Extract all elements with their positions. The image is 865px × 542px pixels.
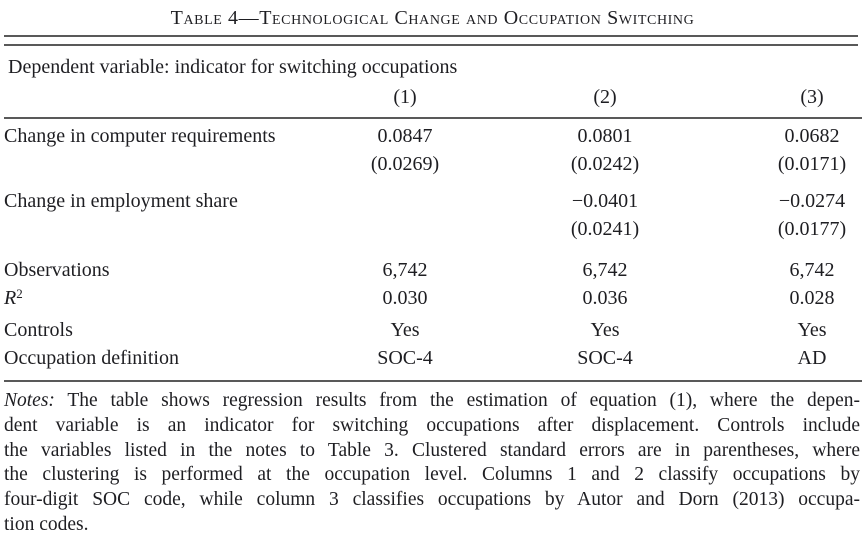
table-cell: AD [762, 341, 862, 382]
r-squared-symbol: R [4, 287, 17, 309]
column-header-blank [4, 85, 362, 119]
row-label: Controls [4, 319, 73, 341]
table-row-employment-share: Change in employment share −0.0401 −0.02… [4, 184, 862, 212]
table-row-computer-requirements: Change in computer requirements 0.0847 0… [4, 118, 862, 147]
table-title: Table 4—Technological Change and Occupat… [170, 7, 695, 29]
table-row-computer-requirements-se: (0.0269) (0.0242) (0.0171) [4, 147, 862, 184]
row-label: Change in computer requirements [4, 125, 276, 147]
table-cell: 0.028 [789, 287, 835, 309]
notes-line: Notes: The table shows regression result… [4, 389, 860, 414]
table-cell: SOC-4 [362, 341, 448, 382]
column-header-row: (1) (2) (3) [4, 85, 862, 119]
regression-table: (1) (2) (3) Change in computer requireme… [4, 85, 862, 382]
table-row-r-squared: R2 0.030 0.036 0.028 [4, 281, 862, 313]
table-cell: 0.0682 [784, 125, 840, 147]
table-cell: 0.0847 [377, 125, 433, 147]
notes-line: dent variable is an indicator for switch… [4, 414, 860, 436]
table-row-occupation-definition: Occupation definition SOC-4 SOC-4 AD [4, 341, 862, 382]
table-notes: Notes: The table shows regression result… [4, 389, 860, 538]
table-row-employment-share-se: (0.0241) (0.0177) [4, 212, 862, 253]
table-cell: (0.0177) [777, 218, 847, 240]
notes-text: The table shows regression results from … [54, 390, 860, 411]
row-label: Occupation definition [4, 341, 362, 382]
table-cell: 6,742 [382, 259, 428, 281]
table-row-controls: Controls Yes Yes Yes [4, 313, 862, 341]
column-header-2: (2) [448, 85, 762, 119]
notes-line: the variables listed in the notes to Tab… [4, 439, 860, 461]
table-cell: Yes [797, 319, 827, 341]
table-cell: (0.0269) [370, 153, 440, 175]
row-label: R2 [4, 281, 362, 313]
table-cell: −0.0274 [778, 190, 846, 212]
table-cell: Yes [390, 319, 420, 341]
table-cell: 6,742 [789, 259, 835, 281]
notes-label: Notes: [4, 390, 55, 411]
table-cell: SOC-4 [448, 341, 762, 382]
column-header-3: (3) [762, 85, 862, 119]
notes-line: tion codes. [4, 513, 89, 535]
row-label-blank [4, 147, 362, 184]
table-cell: −0.0401 [571, 190, 639, 212]
row-label-blank [4, 212, 362, 253]
r-squared-exponent: 2 [16, 286, 23, 301]
notes-line: the clustering is performed at the occup… [4, 464, 860, 486]
table-cell [362, 212, 448, 253]
dependent-variable-line: Dependent variable: indicator for switch… [8, 56, 458, 78]
table-cell: (0.0241) [570, 218, 640, 240]
table-cell: 6,742 [582, 259, 628, 281]
column-header-1: (1) [362, 85, 448, 119]
row-label: Change in employment share [4, 190, 238, 212]
table-cell: 0.036 [582, 287, 628, 309]
table-cell: (0.0171) [777, 153, 847, 175]
table-cell: Yes [590, 319, 620, 341]
table-cell: (0.0242) [570, 153, 640, 175]
table-cell: 0.030 [382, 287, 428, 309]
table-cell: 0.0801 [577, 125, 633, 147]
top-double-rule [4, 35, 858, 46]
table-cell [362, 184, 448, 212]
table-row-observations: Observations 6,742 6,742 6,742 [4, 253, 862, 281]
notes-line: four-digit SOC code, while column 3 clas… [4, 489, 860, 511]
row-label: Observations [4, 259, 110, 281]
